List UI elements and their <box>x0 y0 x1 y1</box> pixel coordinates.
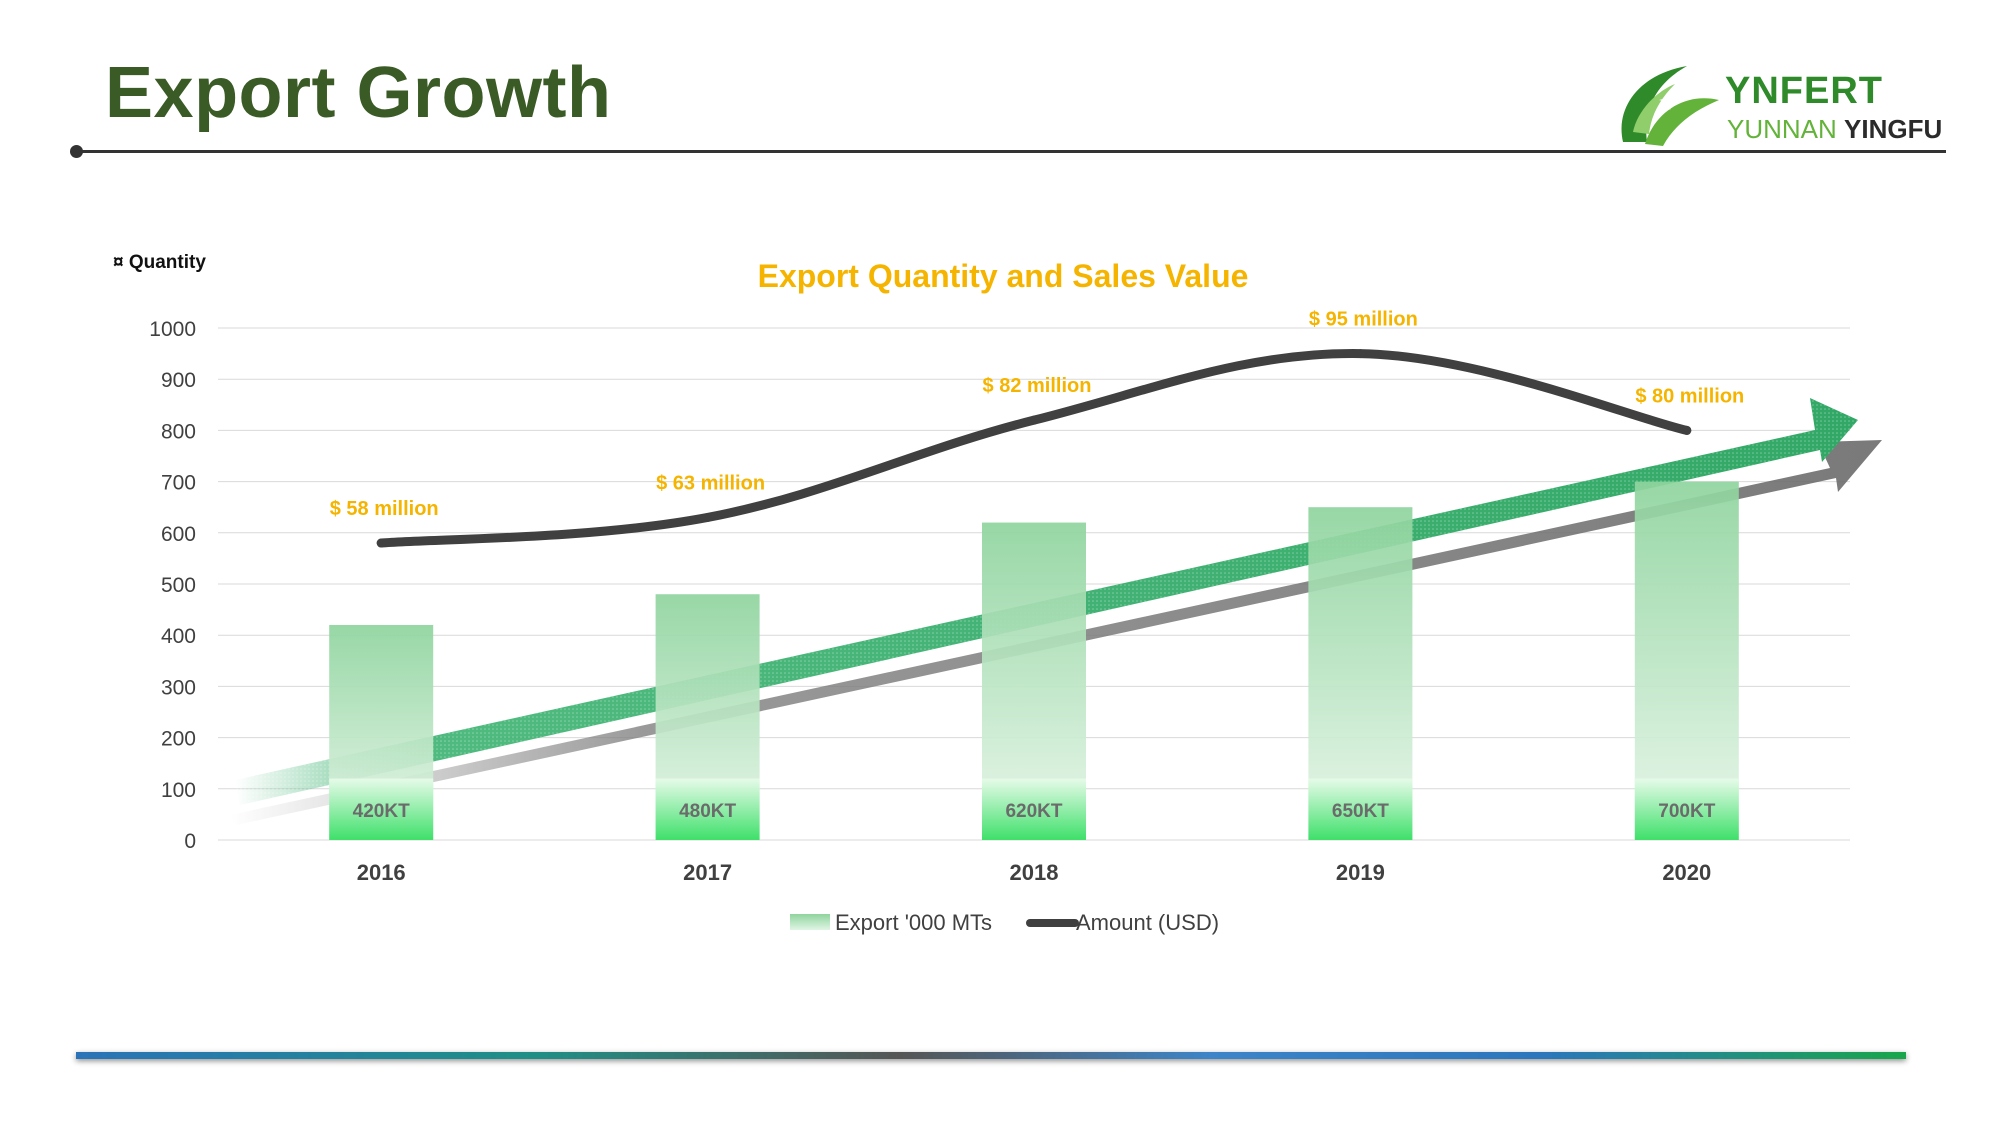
x-tick-label: 2018 <box>1010 860 1059 885</box>
slide-title: Export Growth <box>105 53 612 133</box>
legend-swatch-export <box>790 914 830 930</box>
y-tick-label: 400 <box>161 625 196 648</box>
amount-point <box>376 538 386 548</box>
x-tick-label: 2020 <box>1662 860 1711 885</box>
export-bar-base <box>1308 778 1413 840</box>
export-bar-base <box>982 778 1086 840</box>
amount-point <box>1029 415 1039 425</box>
export-bars: 420KT 480KT 620KT 650KT 700KT <box>329 481 1739 840</box>
amount-line: $ 58 million $ 63 million $ 82 million $ 95… <box>330 309 1744 548</box>
amount-point <box>1682 425 1692 435</box>
growth-arrow-shadow <box>230 440 1882 825</box>
y-tick-label: 700 <box>161 472 196 495</box>
export-bar-base <box>655 778 760 840</box>
export-bar-base <box>329 778 434 840</box>
company-logo: YNFERT YUNNAN YINGFU <box>1615 62 1955 148</box>
y-tick-label: 100 <box>161 779 196 802</box>
x-tick-label: 2016 <box>357 860 406 885</box>
bar-value-label: 480KT <box>679 801 736 822</box>
amount-point <box>703 512 713 522</box>
amount-label: $ 95 million <box>1309 309 1418 331</box>
bar-value-label: 620KT <box>1005 801 1062 822</box>
y-tick-label: 200 <box>161 728 196 751</box>
legend-label-amount: Amount (USD) <box>1076 910 1219 935</box>
title-underline <box>76 150 1946 153</box>
logo-subtitle-part1: YUNNAN <box>1727 114 1837 144</box>
logo-subtitle: YUNNAN YINGFU <box>1727 114 1942 145</box>
y-tick-label: 600 <box>161 523 196 546</box>
logo-subtitle-part2: YINGFU <box>1844 114 1943 144</box>
logo-name: YNFERT <box>1725 70 1883 112</box>
legend: Export '000 MTs Amount (USD) <box>790 910 1219 935</box>
x-axis-ticks: 2016 2017 2018 2019 2020 <box>357 860 1712 885</box>
amount-point <box>1355 349 1365 359</box>
x-tick-label: 2017 <box>683 860 732 885</box>
y-tick-label: 900 <box>161 369 196 392</box>
footer-gradient-bar <box>76 1052 1906 1059</box>
bar-value-label: 420KT <box>353 801 410 822</box>
y-tick-label: 500 <box>161 574 196 597</box>
amount-label: $ 82 million <box>983 375 1092 397</box>
y-axis-ticks: 0 100 200 300 400 500 600 700 800 900 1000 <box>149 318 196 853</box>
export-bar-base <box>1634 778 1739 840</box>
legend-label-export: Export '000 MTs <box>835 910 992 935</box>
amount-label: $ 63 million <box>656 472 765 494</box>
x-tick-label: 2019 <box>1336 860 1385 885</box>
amount-label: $ 58 million <box>330 498 439 520</box>
y-tick-label: 0 <box>184 830 196 853</box>
leaf-logo-icon <box>1621 66 1719 146</box>
chart-title: Export Quantity and Sales Value <box>758 258 1249 294</box>
amount-label: $ 80 million <box>1635 385 1744 407</box>
y-axis-caption: ¤ Quantity <box>113 252 206 273</box>
y-tick-label: 800 <box>161 420 196 443</box>
bar-value-label: 650KT <box>1332 801 1389 822</box>
y-tick-label: 1000 <box>149 318 196 341</box>
y-tick-label: 300 <box>161 676 196 699</box>
bar-value-label: 700KT <box>1658 801 1715 822</box>
title-underline-dot <box>70 145 83 158</box>
